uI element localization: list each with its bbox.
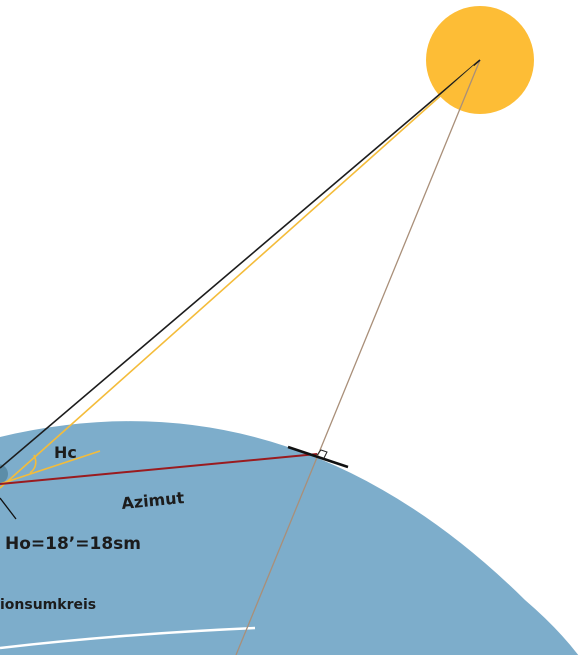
azimuth-line bbox=[0, 453, 318, 485]
position-circle-label: ionsumkreis bbox=[0, 597, 96, 613]
calculated-altitude-ray bbox=[0, 450, 101, 485]
observer-to-sun-line bbox=[0, 59, 481, 469]
hc-label: Hc bbox=[54, 443, 77, 462]
ho-pointer-line bbox=[0, 497, 17, 520]
observed-altitude-ray bbox=[0, 65, 475, 489]
sun-to-earth-center-line bbox=[235, 59, 481, 655]
hc-angle-arc bbox=[29, 454, 37, 474]
earth-disc bbox=[0, 421, 579, 655]
position-line bbox=[287, 445, 349, 469]
ho-label: Ho=18’=18sm bbox=[5, 534, 141, 554]
right-angle-marker bbox=[316, 449, 328, 459]
observer-dot bbox=[0, 464, 8, 484]
earth-rim bbox=[0, 626, 256, 650]
